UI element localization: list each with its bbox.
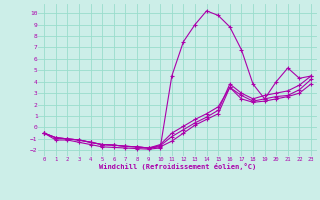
X-axis label: Windchill (Refroidissement éolien,°C): Windchill (Refroidissement éolien,°C) (99, 163, 256, 170)
